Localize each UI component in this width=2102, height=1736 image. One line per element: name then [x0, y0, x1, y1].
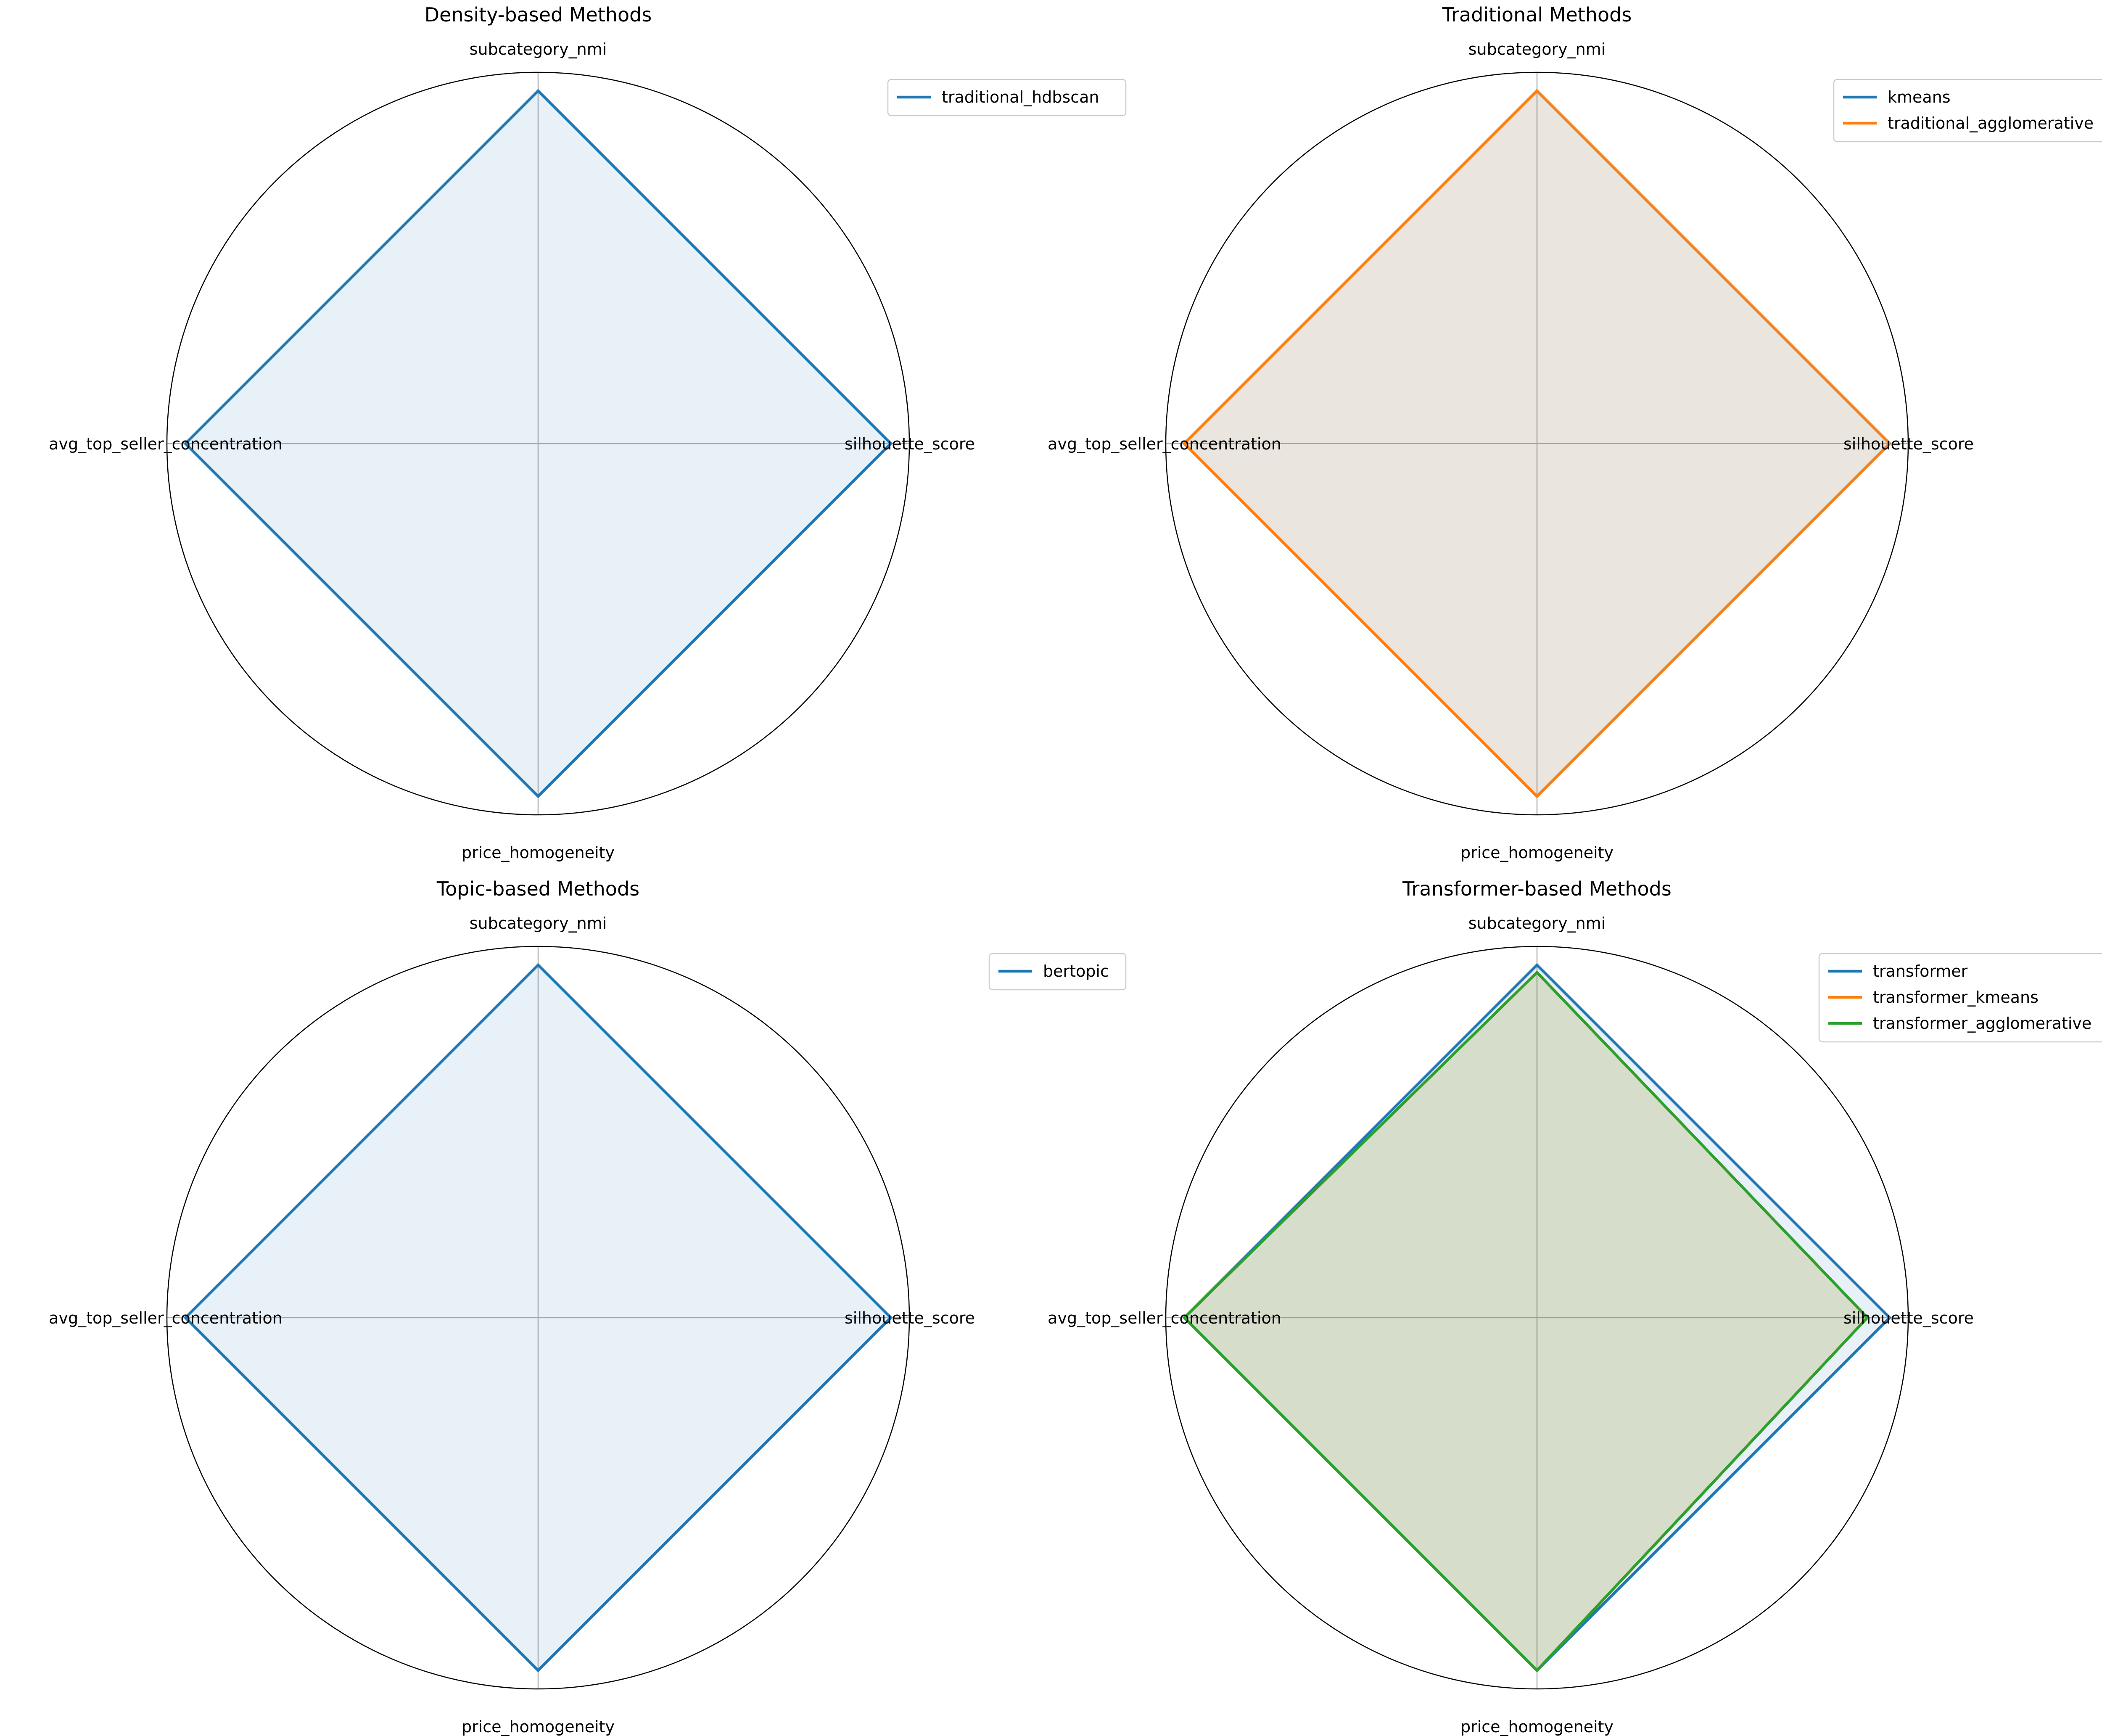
legend-entry: kmeans	[1888, 88, 1951, 106]
axis-label-price_homogeneity: price_homogeneity	[1460, 843, 1613, 862]
series-fill-traditional_agglomerative	[1184, 91, 1890, 796]
chart-title: Traditional Methods	[1442, 3, 1632, 26]
axis-label-avg_top_seller_concentration: avg_top_seller_concentration	[1048, 1309, 1281, 1327]
legend-frame	[1833, 79, 2102, 143]
series-line-transformer_agglomerative	[1182, 970, 1870, 1673]
axis-label-price_homogeneity: price_homogeneity	[462, 843, 615, 862]
axis-label-silhouette_score: silhouette_score	[845, 1309, 975, 1327]
radar-outer-circle	[1165, 71, 1909, 816]
chart-title: Density-based Methods	[425, 3, 652, 26]
axis-label-subcategory_nmi: subcategory_nmi	[1468, 914, 1606, 933]
legend-entry: traditional_hdbscan	[942, 88, 1099, 106]
axis-label-silhouette_score: silhouette_score	[1843, 1309, 1974, 1327]
axis-label-silhouette_score: silhouette_score	[1843, 435, 1974, 453]
radar-panel-1: subcategory_nmi silhouette_score price_hom…	[49, 3, 1127, 862]
series-fill-transformer_agglomerative	[1184, 972, 1867, 1670]
legend: kmeans traditional_agglomerative	[1833, 79, 2102, 143]
axis-label-avg_top_seller_concentration: avg_top_seller_concentration	[49, 1309, 283, 1327]
legend-frame	[1818, 953, 2102, 1043]
series-line-traditional_agglomerative	[1182, 89, 1892, 798]
axis-label-silhouette_score: silhouette_score	[845, 435, 975, 453]
series-fill-bertopic	[185, 965, 891, 1670]
legend-entry: transformer	[1873, 962, 1968, 980]
legend-frame	[887, 79, 1127, 116]
legend-frame	[988, 953, 1127, 991]
series-line-traditional_hdbscan	[183, 89, 893, 798]
series-line-bertopic	[183, 963, 893, 1673]
chart-title: Topic-based Methods	[436, 877, 639, 900]
radar-panel-2: subcategory_nmi silhouette_score price_hom…	[1048, 3, 2102, 862]
series-fill-traditional_hdbscan	[185, 91, 891, 796]
axis-label-subcategory_nmi: subcategory_nmi	[1468, 40, 1606, 58]
series-fill-transformer_kmeans	[1184, 972, 1867, 1670]
radar-outer-circle	[1165, 946, 1909, 1690]
axis-label-subcategory_nmi: subcategory_nmi	[470, 914, 607, 933]
legend: transformer transformer_kmeans transformer…	[1818, 953, 2102, 1043]
legend-entry: transformer_kmeans	[1873, 988, 2039, 1007]
radar-panel-3: subcategory_nmi silhouette_score price_hom…	[49, 877, 1127, 1736]
radar-outer-circle	[166, 71, 910, 816]
legend-entry: bertopic	[1043, 962, 1109, 980]
axis-label-price_homogeneity: price_homogeneity	[1460, 1718, 1613, 1736]
axis-label-price_homogeneity: price_homogeneity	[462, 1718, 615, 1736]
axis-label-avg_top_seller_concentration: avg_top_seller_concentration	[1048, 435, 1281, 453]
radar-panel-4: subcategory_nmi silhouette_score price_hom…	[1048, 877, 2102, 1736]
legend-entry: transformer_agglomerative	[1873, 1014, 2091, 1033]
axis-label-avg_top_seller_concentration: avg_top_seller_concentration	[49, 435, 283, 453]
axis-label-subcategory_nmi: subcategory_nmi	[470, 40, 607, 58]
legend: bertopic	[988, 953, 1127, 991]
radar-outer-circle	[166, 946, 910, 1690]
chart-title: Transformer-based Methods	[1402, 877, 1672, 900]
legend: traditional_hdbscan	[887, 79, 1127, 116]
legend-entry: traditional_agglomerative	[1888, 114, 2094, 132]
